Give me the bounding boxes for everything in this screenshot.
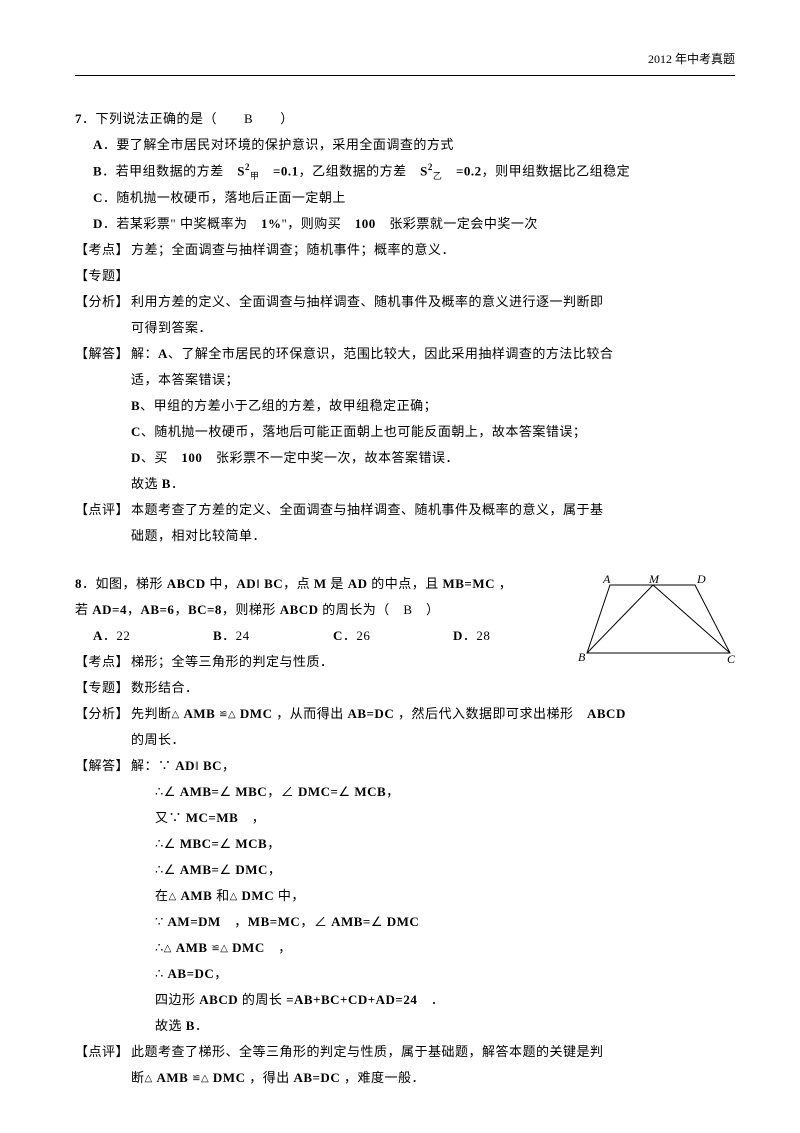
q8-jieda-l8: ∴△ AMB ≌△ DMC ， bbox=[75, 935, 735, 961]
q7-num: 7 bbox=[75, 111, 82, 126]
q7-zhuanti: 【专题】 bbox=[75, 263, 735, 289]
q8-jieda-l3: 又∵ MC=MB ， bbox=[75, 805, 735, 831]
spacer bbox=[75, 549, 735, 571]
q7-fenxi-l1: 【分析】利用方差的定义、全面调查与抽样调查、随机事件及概率的意义进行逐一判断即 bbox=[75, 289, 735, 315]
label-D: D bbox=[696, 573, 706, 586]
page-content: 2012 年中考真题 7．下列说法正确的是（ B ） A．要了解全市居民对环境的… bbox=[0, 0, 800, 1131]
q7-dianping-l1: 【点评】本题考查了方差的定义、全面调查与抽样调查、随机事件及概率的意义，属于基 bbox=[75, 497, 735, 523]
header-rule bbox=[75, 75, 735, 76]
q7-stem: 7．下列说法正确的是（ B ） bbox=[75, 106, 735, 132]
label-C: C bbox=[727, 652, 735, 666]
q8-jieda-l4: ∴∠ MBC=∠ MCB， bbox=[75, 831, 735, 857]
q7-optD: D．若某彩票" 中奖概率为 1%"，则购买 100 张彩票就一定会中奖一次 bbox=[75, 211, 735, 237]
page-header: 2012 年中考真题 bbox=[75, 50, 735, 67]
q7-optC: C．随机抛一枚硬币，落地后正面一定朝上 bbox=[75, 185, 735, 211]
q7-jieda-l5: D、买 100 张彩票不一定中奖一次，故本答案错误． bbox=[75, 445, 735, 471]
label-M: M bbox=[648, 573, 660, 586]
q7-jieda-l2: 适，本答案错误； bbox=[75, 367, 735, 393]
q8-jieda-l2: ∴∠ AMB=∠ MBC，∠ DMC=∠ MCB， bbox=[75, 779, 735, 805]
q7-jieda-l6: 故选 B． bbox=[75, 471, 735, 497]
q8-jieda-l5: ∴∠ AMB=∠ DMC， bbox=[75, 857, 735, 883]
q7-jieda-l1: 【解答】解：A、了解全市居民的环保意识，范围比较大，因此采用抽样调查的方法比较合 bbox=[75, 341, 735, 367]
q8-zhuanti: 【专题】数形结合． bbox=[75, 675, 735, 701]
q8-dianping-l2: 断△ AMB ≌△ DMC ，得出 AB=DC ，难度一般． bbox=[75, 1065, 735, 1091]
label-A: A bbox=[602, 573, 611, 586]
q8-jieda-l10: 四边形 ABCD 的周长 =AB+BC+CD+AD=24 ． bbox=[75, 987, 735, 1013]
q8-jieda-l9: ∴ AB=DC， bbox=[75, 961, 735, 987]
trapezoid-diagram: A M D B C bbox=[575, 573, 735, 668]
q7-jieda-l4: C、随机抛一枚硬币，落地后可能正面朝上也可能反面朝上，故本答案错误； bbox=[75, 419, 735, 445]
q8-dianping-l1: 【点评】此题考查了梯形、全等三角形的判定与性质，属于基础题，解答本题的关键是判 bbox=[75, 1039, 735, 1065]
q7-dianping-l2: 础题，相对比较简单． bbox=[75, 523, 735, 549]
q8-jieda-l7: ∵ AM=DM ，MB=MC，∠ AMB=∠ DMC bbox=[75, 909, 735, 935]
q8-jieda-l11: 故选 B． bbox=[75, 1013, 735, 1039]
label-B: B bbox=[578, 650, 586, 664]
q8-jieda-l1: 【解答】解：∵ AD‖ BC， bbox=[75, 753, 735, 779]
q8-jieda-l6: 在△ AMB 和△ DMC 中， bbox=[75, 883, 735, 909]
q8-block: A M D B C 8．如图，梯形 ABCD 中，AD‖ BC，点 M 是 AD… bbox=[75, 571, 735, 649]
q7-kaodian: 【考点】方差；全面调查与抽样调查；随机事件；概率的意义． bbox=[75, 237, 735, 263]
q8-fenxi-l2: 的周长． bbox=[75, 727, 735, 753]
q8-fenxi-l1: 【分析】先判断△ AMB ≌△ DMC ，从而得出 AB=DC ，然后代入数据即… bbox=[75, 701, 735, 727]
q7-optB: B．若甲组数据的方差 S2甲 =0.1，乙组数据的方差 S2乙 =0.2，则甲组… bbox=[75, 158, 735, 185]
q7-optA: A．要了解全市居民对环境的保护意识，采用全面调查的方式 bbox=[75, 132, 735, 158]
q7-jieda-l3: B、甲组的方差小于乙组的方差，故甲组稳定正确； bbox=[75, 393, 735, 419]
q7-fenxi-l2: 可得到答案． bbox=[75, 315, 735, 341]
